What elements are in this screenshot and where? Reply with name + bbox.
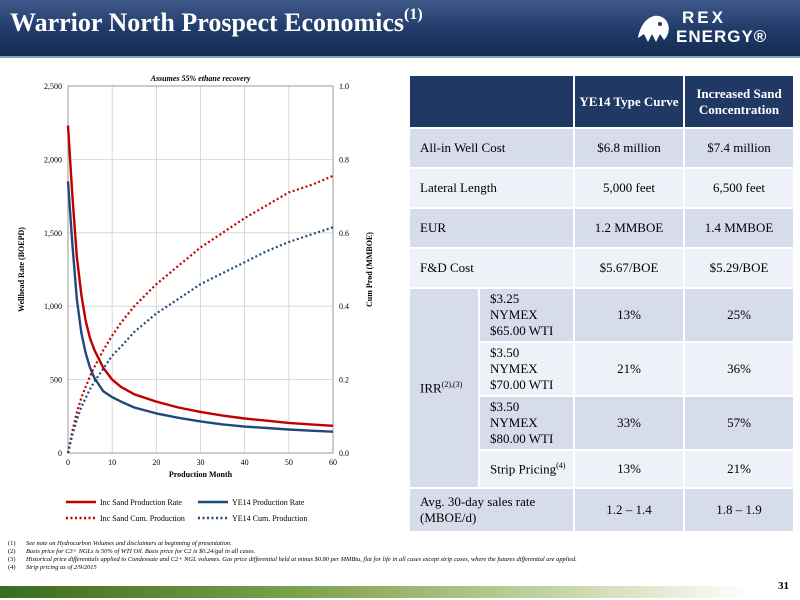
legend-entry: YE14 Cum. Production <box>232 514 307 523</box>
row-value-sand: 1.4 MMBOE <box>683 207 795 249</box>
page-number: 31 <box>778 580 789 592</box>
y2-tick-label: 0.6 <box>339 229 349 238</box>
row-label: Lateral Length <box>408 167 575 209</box>
table-header-blank <box>408 74 575 129</box>
rex-energy-logo: REX ENERGY® <box>634 6 794 50</box>
legend-entry: Inc Sand Production Rate <box>100 498 182 507</box>
row-value-ye14: 1.2 MMBOE <box>573 207 685 249</box>
row-value-sand: 57% <box>683 395 795 451</box>
table-row: All-in Well Cost $6.8 million $7.4 milli… <box>408 127 795 169</box>
row-value-sand: 21% <box>683 449 795 489</box>
row-value-ye14: $5.67/BOE <box>573 247 685 289</box>
logo-text-energy: ENERGY® <box>676 27 768 46</box>
series-line-3 <box>66 174 334 454</box>
footnote: (2) Basis price for C3+ NGLs is 50% of WT… <box>8 548 256 555</box>
page-title: Warrior North Prospect Economics(1) <box>10 6 423 37</box>
irr-price-case: $3.25 NYMEX $65.00 WTI <box>478 287 575 343</box>
irr-price-case: $3.50 NYMEX $80.00 WTI <box>478 395 575 451</box>
y-axis-label: Wellhead Rate (BOEPD) <box>17 227 26 312</box>
row-value-ye14: 5,000 feet <box>573 167 685 209</box>
row-label: All-in Well Cost <box>408 127 575 169</box>
series-line-2 <box>66 181 334 433</box>
y2-tick-label: 0.2 <box>339 376 349 385</box>
chart-title: Assumes 55% ethane recovery <box>150 74 251 83</box>
row-value-ye14: 21% <box>573 341 685 397</box>
row-value-ye14: 13% <box>573 287 685 343</box>
table-row-irr: $3.50 NYMEX $70.00 WTI 21% 36% <box>409 341 795 397</box>
row-label: EUR <box>408 207 575 249</box>
header-increased-sand: Increased Sand Concentration <box>683 74 795 129</box>
y2-tick-label: 0.0 <box>339 449 349 458</box>
x-axis-label: Production Month <box>169 470 233 479</box>
irr-price-case: $3.50 NYMEX $70.00 WTI <box>478 341 575 397</box>
row-label: F&D Cost <box>408 247 575 289</box>
footnote: (1) See note on Hydrocarbon Volumes and d… <box>8 540 232 547</box>
row-value-ye14: 13% <box>573 449 685 489</box>
footnote: (4) Strip pricing as of 2/9/2015 <box>8 564 97 571</box>
y2-tick-label: 1.0 <box>339 82 349 91</box>
header-divider <box>0 56 800 58</box>
x-tick-label: 10 <box>108 458 116 467</box>
y-tick-label: 0 <box>58 449 62 458</box>
plot-area <box>67 85 334 454</box>
x-tick-label: 20 <box>152 458 160 467</box>
lion-icon <box>638 15 669 42</box>
row-value-ye14: 1.2 – 1.4 <box>573 487 685 533</box>
row-value-ye14: 33% <box>573 395 685 451</box>
table-row-irr: $3.50 NYMEX $80.00 WTI 33% 57% <box>409 395 795 451</box>
row-value-ye14: $6.8 million <box>573 127 685 169</box>
y-tick-label: 1,500 <box>44 229 62 238</box>
logo-text-rex: REX <box>682 8 726 27</box>
legend-entry: Inc Sand Cum. Production <box>100 514 185 523</box>
header-bar: Warrior North Prospect Economics(1) REX … <box>0 0 800 56</box>
table-row: Avg. 30-day sales rate (MBOE/d) 1.2 – 1.4… <box>408 487 795 533</box>
row-value-sand: 6,500 feet <box>683 167 795 209</box>
x-tick-label: 30 <box>197 458 205 467</box>
x-tick-label: 40 <box>241 458 249 467</box>
production-chart: Assumes 55% ethane recovery 0 10 20 30 40 50 60… <box>17 74 374 523</box>
header-ye14: YE14 Type Curve <box>573 74 685 129</box>
row-value-sand: 36% <box>683 341 795 397</box>
table-row-irr: Strip Pricing(4) 13% 21% <box>409 449 795 489</box>
table-row: Lateral Length 5,000 feet 6,500 feet <box>408 167 795 209</box>
y2-tick-label: 0.8 <box>339 155 349 164</box>
x-tick-label: 0 <box>66 458 70 467</box>
footnotes: (1) See note on Hydrocarbon Volumes and d… <box>8 540 798 572</box>
footer-bar <box>0 586 752 598</box>
footnote: (3) Historical price differentials applie… <box>8 556 577 563</box>
legend-entry: YE14 Production Rate <box>232 498 305 507</box>
row-label: Avg. 30-day sales rate (MBOE/d) <box>408 487 575 533</box>
y-tick-label: 2,000 <box>44 155 62 164</box>
x-tick-label: 60 <box>329 458 337 467</box>
y-tick-label: 1,000 <box>44 302 62 311</box>
row-value-sand: 25% <box>683 287 795 343</box>
series-line-4 <box>66 226 334 454</box>
table-row: EUR 1.2 MMBOE 1.4 MMBOE <box>408 207 795 249</box>
x-tick-label: 50 <box>285 458 293 467</box>
table-row: F&D Cost $5.67/BOE $5.29/BOE <box>408 247 795 289</box>
economics-table: YE14 Type Curve Increased Sand Concentra… <box>408 74 795 533</box>
series-line-1 <box>66 125 334 427</box>
table-header-row: YE14 Type Curve Increased Sand Concentra… <box>408 74 795 129</box>
row-value-sand: 1.8 – 1.9 <box>683 487 795 533</box>
y-tick-label: 2,500 <box>44 82 62 91</box>
y-tick-label: 500 <box>50 376 62 385</box>
y2-axis-label: Cum Prod (MMBOE) <box>365 232 374 307</box>
irr-price-case: Strip Pricing(4) <box>478 449 575 489</box>
row-value-sand: $7.4 million <box>683 127 795 169</box>
table-row-irr: IRR(2),(3) $3.25 NYMEX $65.00 WTI 13% 25% <box>408 287 795 489</box>
irr-label: IRR(2),(3) <box>408 287 480 489</box>
y2-tick-label: 0.4 <box>339 302 349 311</box>
row-value-sand: $5.29/BOE <box>683 247 795 289</box>
